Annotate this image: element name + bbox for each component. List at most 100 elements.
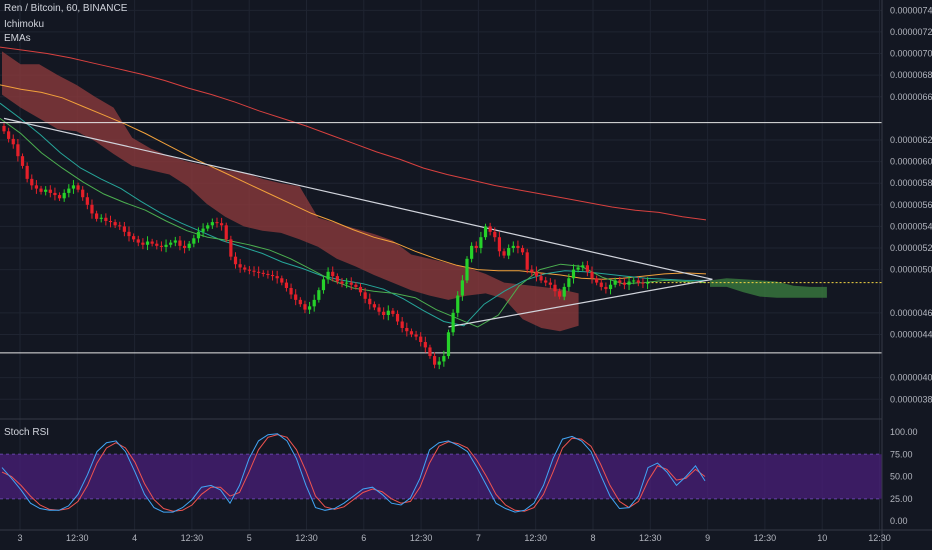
candle-body — [173, 240, 177, 243]
ema-red-line — [0, 46, 707, 221]
candle-body — [145, 241, 150, 245]
time-tick-label: 4 — [132, 533, 137, 543]
price-axis-bg — [882, 0, 932, 550]
candle-body — [562, 286, 566, 297]
stoch-rsi-title[interactable]: Stoch RSI — [4, 427, 50, 438]
candle-body — [608, 284, 613, 290]
candle-body — [544, 280, 548, 283]
time-tick-label: 12:30 — [66, 533, 89, 543]
candle-body — [127, 231, 131, 237]
candle-body — [85, 197, 89, 205]
candle-body — [317, 290, 321, 300]
candle-body — [632, 280, 636, 282]
candle-body — [483, 226, 488, 238]
rsi-tick-label: 100.00 — [890, 427, 918, 437]
candle-body — [340, 281, 344, 284]
candle-body — [76, 185, 80, 190]
grid-lines — [0, 0, 882, 530]
candle-body — [90, 204, 94, 214]
candle-body — [354, 284, 358, 287]
candle-body — [215, 222, 219, 224]
candle-body — [266, 273, 270, 276]
candle-body — [294, 294, 298, 300]
rsi-tick-label: 0.00 — [890, 516, 908, 526]
ichimoku-cloud — [2, 51, 827, 332]
candle-body — [71, 185, 76, 189]
candle-body — [391, 310, 395, 314]
triangle-upper-line — [3, 117, 713, 280]
candle-body — [34, 185, 39, 189]
symbol-title[interactable]: Ren / Bitcoin, 60, BINANCE — [4, 3, 128, 14]
candle-body — [567, 278, 571, 287]
candle-body — [335, 276, 339, 282]
time-tick-label: 7 — [476, 533, 481, 543]
ema-orange-line — [0, 84, 707, 280]
candle-body — [428, 347, 432, 357]
candle-body — [252, 270, 256, 272]
candle-body — [303, 304, 307, 310]
candle-body — [113, 222, 117, 226]
candle-body — [488, 226, 492, 232]
candle-body — [7, 131, 11, 139]
time-tick-label: 8 — [590, 533, 595, 543]
candle-body — [44, 189, 48, 192]
candle-body — [641, 282, 645, 284]
candle-body — [465, 258, 469, 281]
indicator-emas-label[interactable]: EMAs — [4, 33, 31, 44]
time-tick-label: 12:30 — [639, 533, 662, 543]
candle-body — [419, 336, 423, 343]
candle-body — [372, 304, 376, 308]
triangle-pattern[interactable] — [3, 117, 713, 328]
candle-body — [81, 189, 85, 198]
time-tick-label: 12:30 — [410, 533, 433, 543]
candle-body — [548, 282, 552, 285]
candle-body — [307, 306, 312, 310]
rsi-axis-labels: 100.00 75.00 50.00 25.00 0.00 — [890, 427, 918, 526]
candle-body — [48, 189, 52, 193]
rsi-tick-label: 75.00 — [890, 449, 913, 459]
time-tick-label: 12:30 — [754, 533, 777, 543]
candle-body — [553, 284, 557, 292]
candle-body — [30, 178, 34, 186]
candle-body — [386, 310, 390, 316]
time-tick-label: 5 — [247, 533, 252, 543]
candle-body — [182, 245, 187, 249]
candle-body — [122, 226, 126, 232]
candle-body — [270, 275, 275, 277]
rsi-tick-label: 25.00 — [890, 494, 913, 504]
candle-body — [511, 245, 515, 249]
candle-body — [345, 282, 349, 284]
stoch-k-line — [1, 433, 706, 513]
candle-body — [590, 271, 594, 279]
candle-body — [618, 280, 622, 283]
candle-body — [312, 299, 316, 307]
candle-body — [382, 311, 386, 316]
candle-body — [507, 248, 511, 256]
indicator-ichimoku-label[interactable]: Ichimoku — [4, 19, 45, 30]
candle-body — [67, 188, 71, 193]
candle-body — [62, 192, 66, 199]
candle-body — [516, 245, 520, 249]
candle-body — [622, 282, 627, 285]
candle-body — [16, 144, 20, 157]
candle-body — [321, 279, 326, 291]
time-tick-label: 12:30 — [181, 533, 204, 543]
candle-body — [20, 156, 25, 166]
candle-body — [525, 252, 529, 270]
candle-body — [284, 282, 289, 288]
candle-body — [275, 276, 279, 279]
candle-body — [493, 231, 497, 238]
candle-body — [571, 269, 576, 279]
candle-body — [414, 334, 418, 337]
candle-body — [358, 286, 363, 293]
candle-body — [261, 272, 265, 274]
candle-body — [196, 231, 201, 239]
time-tick-label: 10 — [817, 533, 827, 543]
ichimoku-cloud-red — [2, 51, 579, 332]
